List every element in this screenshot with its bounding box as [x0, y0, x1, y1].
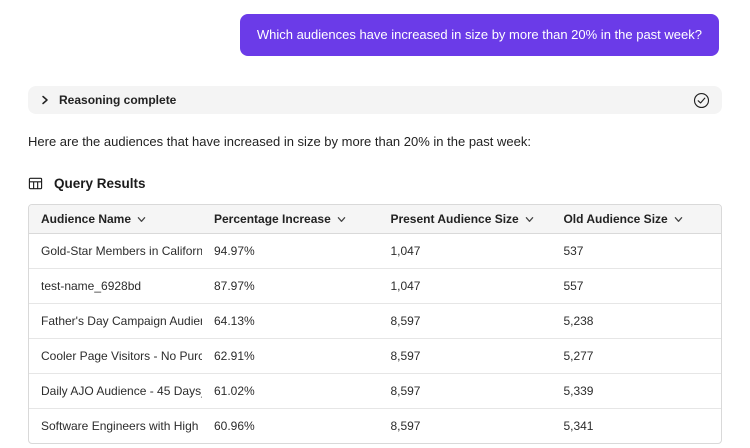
query-results-table: Audience Name Percentage Increase Presen…: [28, 204, 722, 444]
column-header-label: Percentage Increase: [214, 212, 331, 226]
column-header-old-audience-size[interactable]: Old Audience Size: [551, 205, 721, 234]
table-row: Cooler Page Visitors - No Purcha 62.91% …: [29, 338, 721, 374]
cell-audience-name: Cooler Page Visitors - No Purcha: [29, 338, 202, 374]
sort-chevron-down-icon[interactable]: [137, 215, 146, 224]
table-header-row: Audience Name Percentage Increase Presen…: [29, 205, 721, 234]
column-header-label: Present Audience Size: [390, 212, 519, 226]
chevron-right-icon[interactable]: [40, 95, 50, 105]
query-results-heading: Query Results: [28, 176, 722, 191]
cell-percentage-increase: 87.97%: [202, 268, 379, 304]
cell-audience-name: test-name_6928bd: [29, 268, 202, 304]
cell-old-audience-size: 5,341: [563, 419, 594, 433]
column-header-label: Old Audience Size: [563, 212, 668, 226]
cell-percentage-increase: 61.02%: [202, 373, 379, 409]
reasoning-complete-bar[interactable]: Reasoning complete: [28, 86, 722, 114]
cell-present-audience-size: 8,597: [378, 373, 552, 409]
table-row: Gold-Star Members in California 94.97% 1…: [29, 233, 721, 269]
query-results-title: Query Results: [54, 176, 146, 191]
cell-old-audience-size: 557: [551, 268, 721, 304]
cell-percentage-increase: 64.13%: [202, 303, 379, 339]
table-icon: [28, 176, 43, 191]
cell-audience-name: Software Engineers with High Inc: [41, 419, 202, 433]
cell-present-audience-size: 8,597: [378, 338, 552, 374]
user-message-row: Which audiences have increased in size b…: [0, 0, 750, 56]
cell-old-audience-size: 5,238: [551, 303, 721, 339]
table-row: Software Engineers with High Inc 60.96% …: [29, 409, 721, 444]
cell-percentage-increase: 60.96%: [214, 419, 255, 433]
cell-present-audience-size: 1,047: [378, 233, 552, 269]
user-message-bubble: Which audiences have increased in size b…: [239, 14, 719, 56]
reasoning-complete-label: Reasoning complete: [59, 93, 177, 107]
cell-old-audience-size: 537: [551, 233, 721, 269]
cell-present-audience-size: 1,047: [378, 268, 552, 304]
column-header-percentage-increase[interactable]: Percentage Increase: [202, 205, 379, 234]
cell-present-audience-size: 8,597: [390, 419, 421, 433]
checkmark-circle-icon: [693, 92, 710, 109]
column-header-present-audience-size[interactable]: Present Audience Size: [378, 205, 552, 234]
cell-present-audience-size: 8,597: [378, 303, 552, 339]
cell-old-audience-size: 5,339: [551, 373, 721, 409]
table-row: Father's Day Campaign Audience 64.13% 8,…: [29, 303, 721, 339]
table-row: test-name_6928bd 87.97% 1,047 557: [29, 268, 721, 304]
assistant-intro-text: Here are the audiences that have increas…: [28, 134, 531, 149]
column-header-audience-name[interactable]: Audience Name: [29, 205, 202, 234]
cell-audience-name: Daily AJO Audience - 45 Days_12: [29, 373, 202, 409]
cell-percentage-increase: 94.97%: [202, 233, 379, 269]
cell-old-audience-size: 5,277: [551, 338, 721, 374]
sort-chevron-down-icon[interactable]: [674, 215, 683, 224]
table-row: Daily AJO Audience - 45 Days_12 61.02% 8…: [29, 373, 721, 409]
cell-percentage-increase: 62.91%: [202, 338, 379, 374]
sort-chevron-down-icon[interactable]: [337, 215, 346, 224]
sort-chevron-down-icon[interactable]: [525, 215, 534, 224]
column-header-label: Audience Name: [41, 212, 132, 226]
cell-audience-name: Father's Day Campaign Audience: [29, 303, 202, 339]
cell-audience-name: Gold-Star Members in California: [29, 233, 202, 269]
